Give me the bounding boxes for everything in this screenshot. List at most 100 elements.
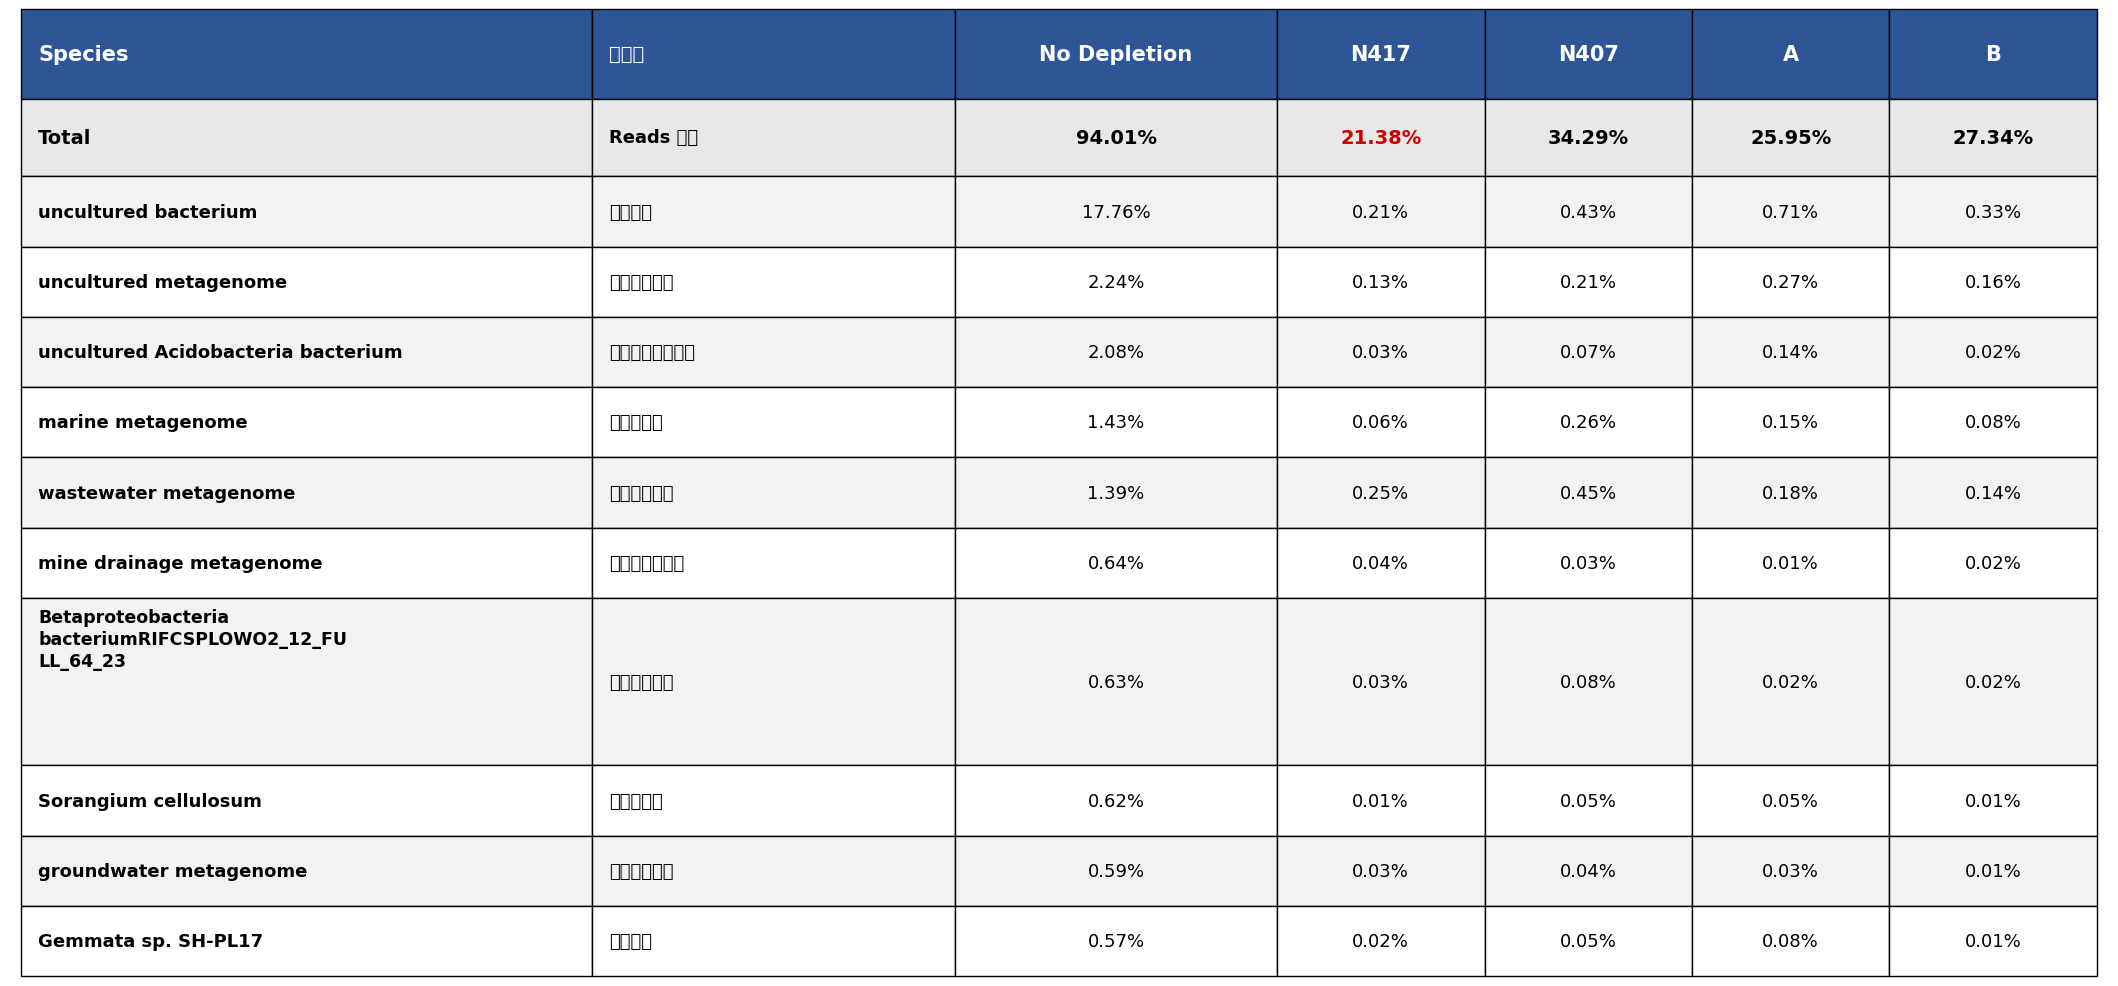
Bar bbox=[593, 100, 955, 177]
Text: 0.08%: 0.08% bbox=[1762, 932, 1819, 951]
Bar bbox=[593, 177, 955, 247]
Bar bbox=[1692, 247, 1889, 317]
Bar bbox=[1889, 247, 2097, 317]
Bar bbox=[593, 599, 955, 765]
Bar bbox=[955, 387, 1277, 458]
Bar bbox=[955, 836, 1277, 906]
Text: 0.13%: 0.13% bbox=[1351, 273, 1408, 292]
Bar bbox=[1692, 177, 1889, 247]
Bar bbox=[593, 458, 955, 528]
Text: 0.02%: 0.02% bbox=[1966, 554, 2021, 572]
Bar bbox=[1277, 836, 1485, 906]
Bar bbox=[955, 247, 1277, 317]
Bar bbox=[1485, 100, 1692, 177]
Bar bbox=[955, 458, 1277, 528]
Text: 0.03%: 0.03% bbox=[1351, 673, 1408, 691]
Bar bbox=[1889, 528, 2097, 599]
Bar bbox=[955, 765, 1277, 836]
Bar bbox=[1889, 317, 2097, 387]
Text: 0.57%: 0.57% bbox=[1087, 932, 1144, 951]
Bar bbox=[593, 458, 955, 528]
Text: 0.62%: 0.62% bbox=[1087, 792, 1144, 810]
Bar bbox=[1889, 100, 2097, 177]
Text: 海洋基因组: 海洋基因组 bbox=[610, 414, 663, 432]
Text: 0.21%: 0.21% bbox=[1559, 273, 1616, 292]
Text: N417: N417 bbox=[1351, 44, 1411, 65]
Text: 0.18%: 0.18% bbox=[1762, 484, 1819, 502]
Text: Reads 总数: Reads 总数 bbox=[610, 129, 699, 147]
Bar bbox=[21, 317, 593, 387]
Bar bbox=[1485, 906, 1692, 976]
Text: 0.04%: 0.04% bbox=[1351, 554, 1408, 572]
Text: 0.26%: 0.26% bbox=[1559, 414, 1616, 432]
Text: 17.76%: 17.76% bbox=[1082, 203, 1150, 221]
Bar bbox=[21, 100, 593, 177]
Bar bbox=[1277, 836, 1485, 906]
Bar bbox=[1277, 247, 1485, 317]
Bar bbox=[1277, 387, 1485, 458]
Bar bbox=[1692, 100, 1889, 177]
Bar bbox=[1277, 100, 1485, 177]
Bar bbox=[593, 247, 955, 317]
Bar bbox=[1485, 317, 1692, 387]
Bar bbox=[1277, 599, 1485, 765]
Text: 0.04%: 0.04% bbox=[1559, 862, 1616, 880]
Bar bbox=[21, 836, 593, 906]
Text: 0.08%: 0.08% bbox=[1561, 673, 1616, 691]
Bar bbox=[21, 458, 593, 528]
Text: 地下水基因组: 地下水基因组 bbox=[610, 862, 674, 880]
Bar bbox=[593, 387, 955, 458]
Bar bbox=[1485, 10, 1692, 100]
Text: 0.43%: 0.43% bbox=[1559, 203, 1616, 221]
Text: 纤维堆囊菌: 纤维堆囊菌 bbox=[610, 792, 663, 810]
Bar bbox=[1889, 317, 2097, 387]
Text: 0.64%: 0.64% bbox=[1087, 554, 1144, 572]
Bar bbox=[21, 177, 593, 247]
Bar bbox=[955, 100, 1277, 177]
Text: 0.01%: 0.01% bbox=[1966, 932, 2021, 951]
Bar bbox=[1692, 906, 1889, 976]
Text: 0.05%: 0.05% bbox=[1559, 792, 1616, 810]
Text: Total: Total bbox=[38, 129, 91, 148]
Bar bbox=[1485, 458, 1692, 528]
Bar bbox=[21, 458, 593, 528]
Bar bbox=[1485, 765, 1692, 836]
Bar bbox=[1889, 387, 2097, 458]
Bar bbox=[1889, 177, 2097, 247]
Text: 0.03%: 0.03% bbox=[1351, 862, 1408, 880]
Bar bbox=[21, 599, 593, 765]
Bar bbox=[21, 836, 593, 906]
Text: Gemmata sp. SH-PL17: Gemmata sp. SH-PL17 bbox=[38, 932, 263, 951]
Bar bbox=[955, 177, 1277, 247]
Bar bbox=[1692, 836, 1889, 906]
Bar bbox=[1485, 317, 1692, 387]
Text: 芝孢杆菌: 芝孢杆菌 bbox=[610, 932, 652, 951]
Bar bbox=[1277, 317, 1485, 387]
Bar bbox=[1889, 100, 2097, 177]
Bar bbox=[1277, 177, 1485, 247]
Bar bbox=[1889, 10, 2097, 100]
Bar bbox=[1889, 765, 2097, 836]
Bar bbox=[1485, 247, 1692, 317]
Bar bbox=[21, 599, 593, 765]
Text: 2.24%: 2.24% bbox=[1087, 273, 1144, 292]
Text: 0.02%: 0.02% bbox=[1351, 932, 1408, 951]
Text: 0.25%: 0.25% bbox=[1351, 484, 1408, 502]
Text: 0.03%: 0.03% bbox=[1559, 554, 1616, 572]
Bar bbox=[21, 247, 593, 317]
Bar bbox=[593, 906, 955, 976]
Bar bbox=[1277, 528, 1485, 599]
Text: 0.02%: 0.02% bbox=[1966, 344, 2021, 362]
Bar bbox=[1692, 906, 1889, 976]
Text: No Depletion: No Depletion bbox=[1040, 44, 1192, 65]
Text: 未知宏基因组: 未知宏基因组 bbox=[610, 273, 674, 292]
Bar bbox=[1485, 247, 1692, 317]
Bar bbox=[1485, 387, 1692, 458]
Bar bbox=[21, 528, 593, 599]
Bar bbox=[1277, 247, 1485, 317]
Bar bbox=[21, 317, 593, 387]
Bar bbox=[1889, 765, 2097, 836]
Text: 0.14%: 0.14% bbox=[1762, 344, 1819, 362]
Text: 0.07%: 0.07% bbox=[1559, 344, 1616, 362]
Text: 废水宏基因组: 废水宏基因组 bbox=[610, 484, 674, 502]
